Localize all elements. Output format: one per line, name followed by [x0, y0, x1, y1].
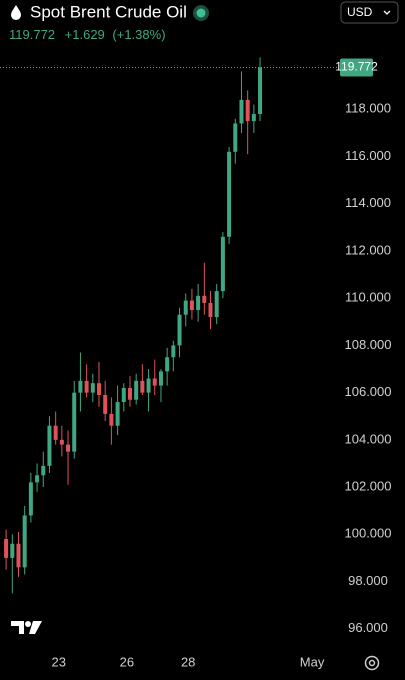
oil-icon — [11, 5, 21, 20]
y-tick-label: 116.000 — [345, 148, 391, 163]
x-tick-label: 28 — [181, 654, 195, 669]
currency-label[interactable]: USD — [347, 5, 373, 19]
last-price-box — [340, 58, 373, 77]
candle-body — [239, 99, 244, 124]
candle-body — [251, 114, 256, 122]
y-tick-label: 108.000 — [345, 337, 392, 352]
candle-body — [35, 475, 40, 483]
candle-body — [103, 395, 108, 414]
candle-body — [146, 378, 151, 393]
candle-body — [177, 314, 182, 346]
last-price-label: 119.772 — [335, 60, 378, 74]
candle-body — [115, 402, 120, 426]
status-dot-inner — [196, 8, 206, 18]
y-tick-label: 118.000 — [345, 101, 391, 116]
candle-body — [134, 380, 139, 400]
y-tick-label: 104.000 — [345, 431, 392, 446]
candle-body — [66, 444, 71, 452]
candle-body — [245, 99, 250, 122]
price-change: +1.629 — [65, 27, 105, 42]
y-tick-label: 110.000 — [345, 290, 391, 305]
candle-body — [208, 302, 213, 318]
candle-body — [90, 383, 95, 393]
candle-body — [78, 380, 83, 393]
y-tick-label: 96.000 — [348, 620, 388, 635]
x-tick-label: May — [300, 654, 325, 669]
y-tick-label: 106.000 — [345, 384, 392, 399]
candle-body — [41, 465, 46, 476]
chevron — [383, 10, 391, 15]
y-tick-label: 102.000 — [345, 479, 392, 494]
candle-body — [47, 425, 52, 466]
y-tick-label: 112.000 — [345, 242, 391, 257]
tv-logo — [11, 621, 42, 634]
candle-body — [28, 482, 33, 516]
x-tick-label: 23 — [52, 654, 66, 669]
candle-body — [171, 345, 176, 358]
candle-body — [53, 425, 58, 440]
candle-body — [72, 392, 77, 452]
candle-body — [189, 300, 194, 310]
chart-title: Spot Brent Crude Oil — [30, 2, 187, 21]
price-change-pct: (+1.38%) — [112, 27, 165, 42]
candle-body — [227, 151, 232, 237]
candle-body — [202, 295, 207, 303]
candle-body — [196, 295, 201, 310]
candle-body — [22, 515, 27, 568]
last-price: 119.772 — [9, 27, 55, 42]
y-tick-label: 100.000 — [345, 526, 392, 541]
candle-body — [10, 543, 15, 558]
y-tick-label: 114.000 — [345, 195, 391, 210]
candle-body — [220, 236, 225, 292]
currency-select[interactable] — [340, 1, 399, 24]
candle-body — [4, 539, 9, 558]
candle-body — [158, 371, 163, 386]
candle-body — [152, 378, 157, 386]
candle-body — [59, 439, 64, 445]
candle-body — [84, 380, 89, 393]
candle-body — [233, 123, 238, 152]
candle-body — [165, 357, 170, 372]
candle-body — [183, 300, 188, 315]
candle-body — [16, 543, 21, 568]
candle-body — [97, 383, 102, 395]
price-line: 119.772 +1.629 (+1.38%) — [9, 27, 166, 42]
x-tick-label: 26 — [120, 654, 134, 669]
settings-icon[interactable] — [364, 655, 380, 671]
candle-body — [127, 387, 132, 400]
candle-body — [214, 291, 219, 318]
candle-body — [258, 67, 263, 115]
candle-body — [140, 380, 145, 393]
candle-body — [109, 413, 114, 426]
candle-body — [121, 387, 126, 403]
y-tick-label: 98.000 — [348, 573, 388, 588]
